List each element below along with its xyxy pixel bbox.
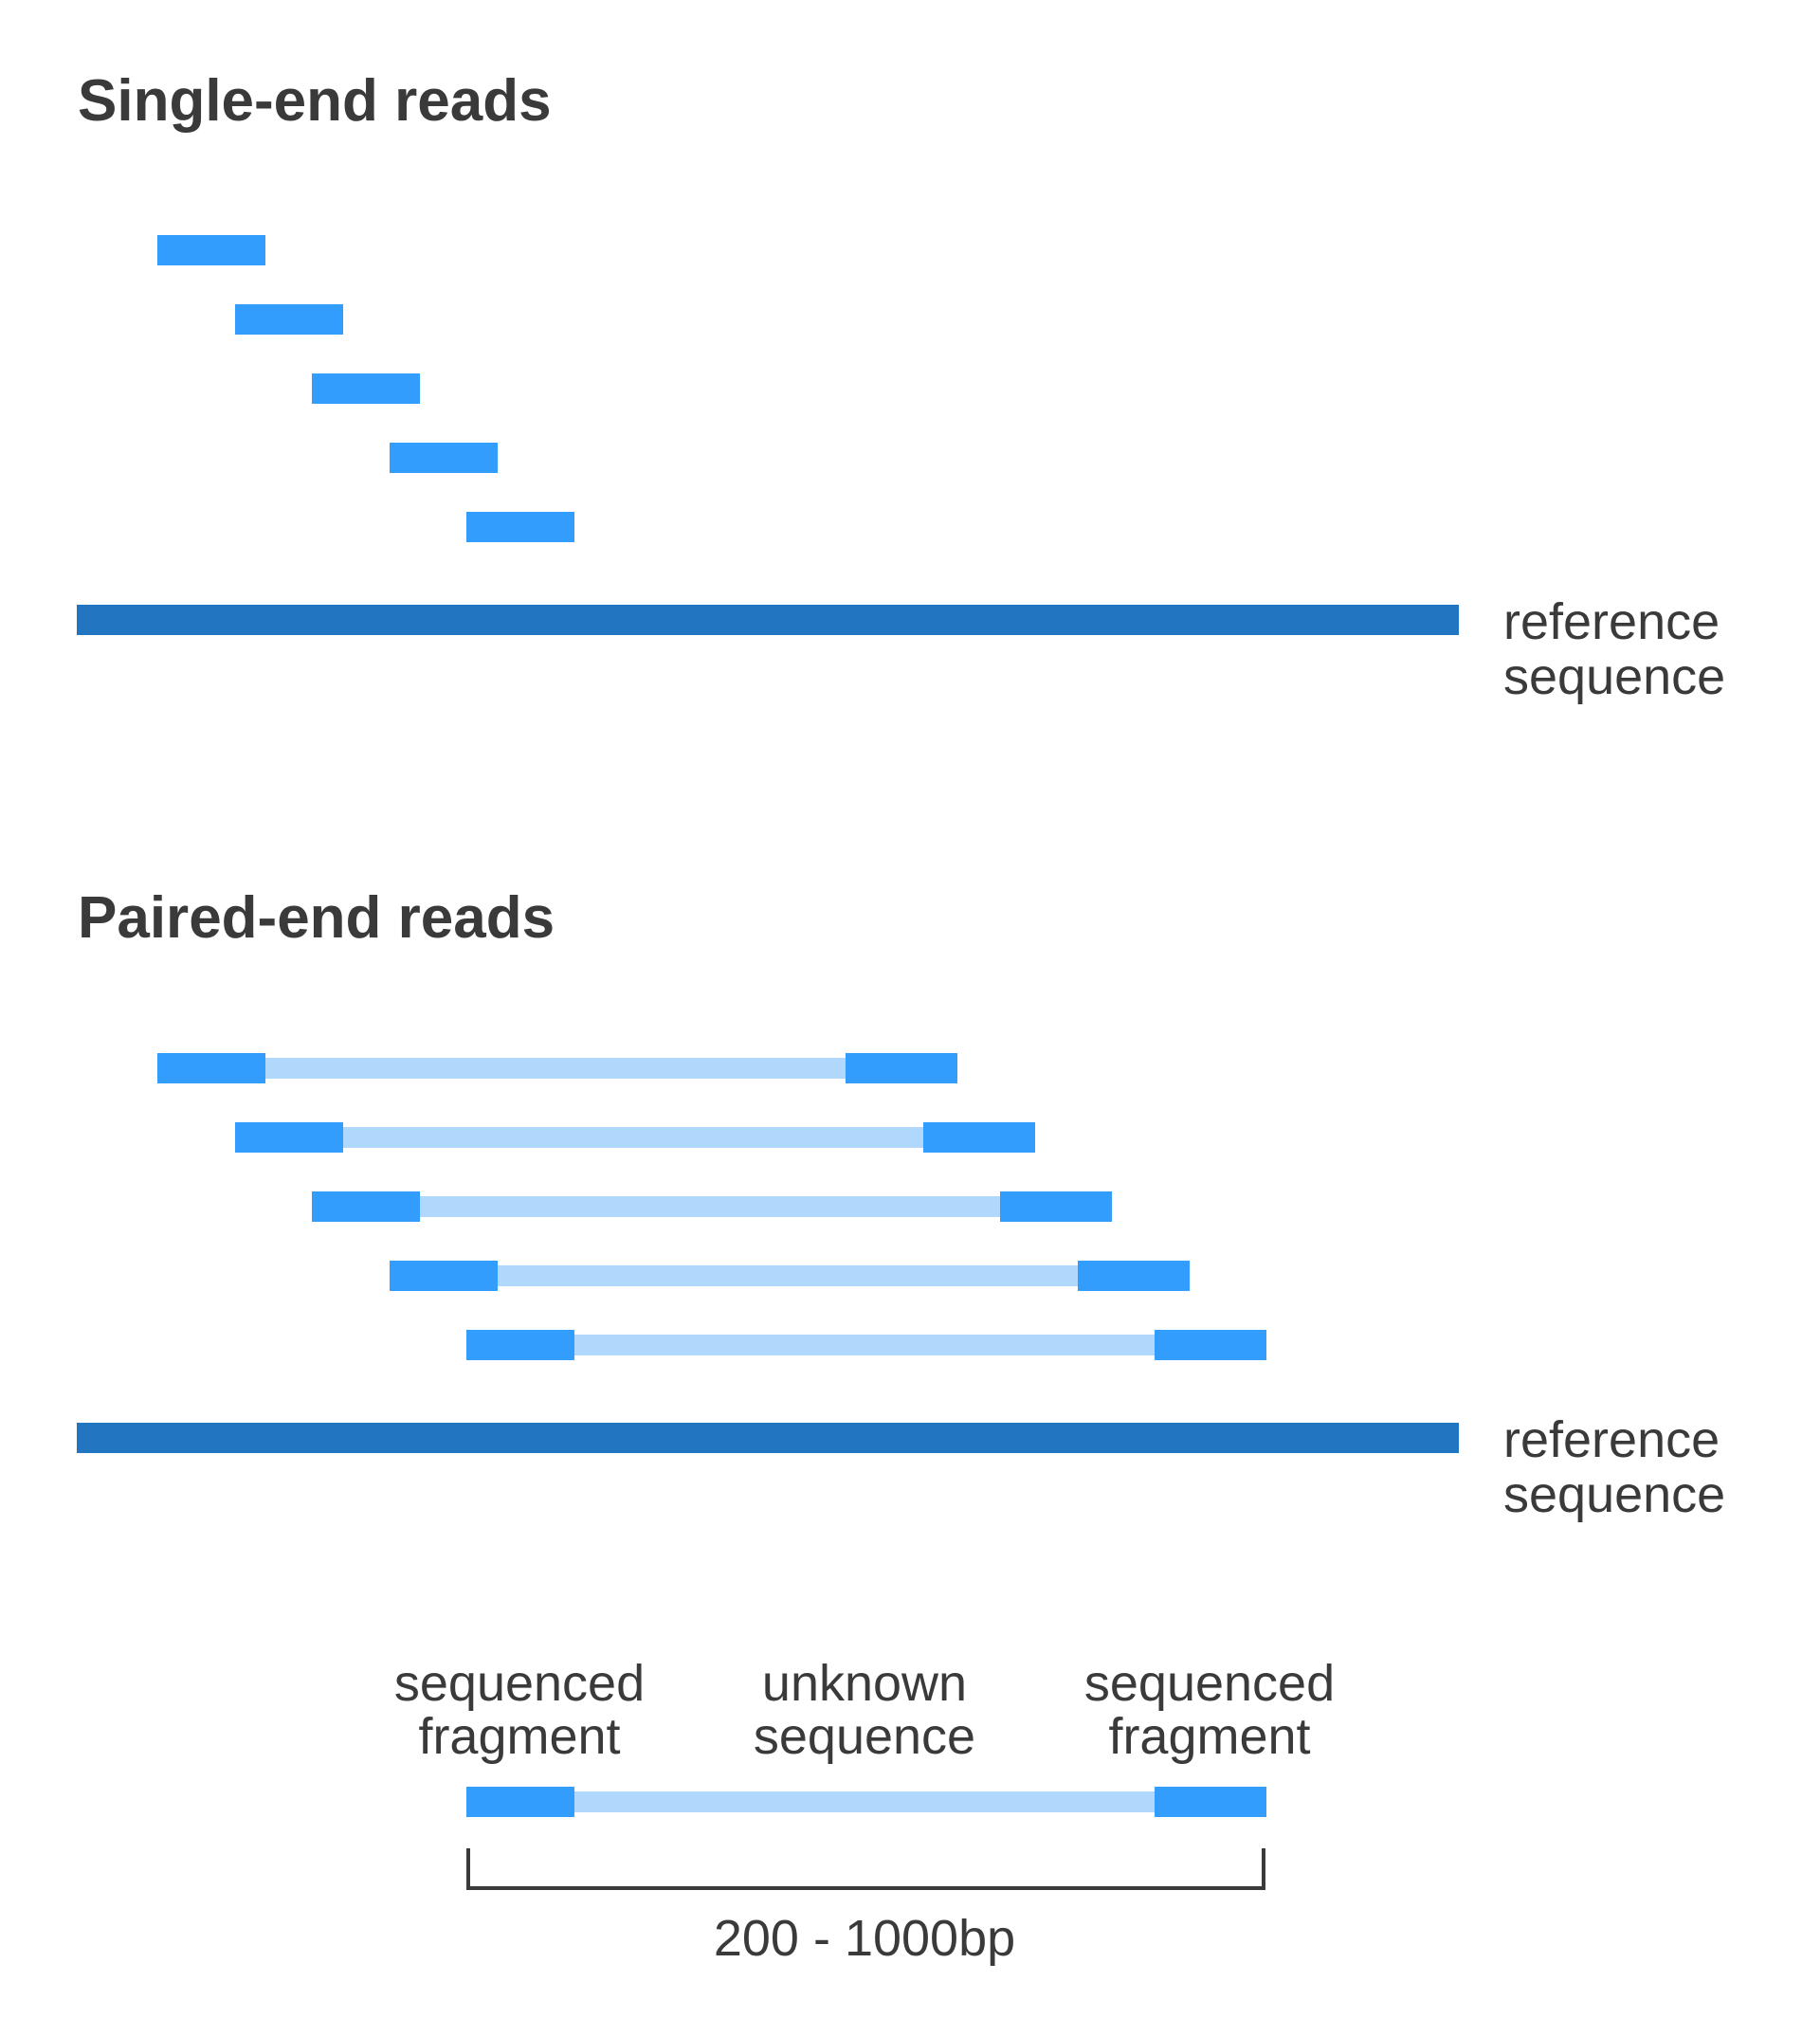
paired-gap-4: [498, 1265, 1078, 1286]
paired-read-5-right: [1155, 1330, 1266, 1360]
paired-read-3-left: [312, 1191, 420, 1222]
paired-read-2-right: [923, 1122, 1035, 1153]
paired-read-4-left: [390, 1261, 498, 1291]
single-reference-label: reference sequence: [1503, 594, 1725, 704]
paired-read-4-right: [1078, 1261, 1190, 1291]
paired-reference-label-line1: reference: [1503, 1411, 1720, 1468]
legend-sequenced-fragment-left: [466, 1787, 574, 1817]
legend-sequenced-fragment-right: [1155, 1787, 1266, 1817]
middle-caption-line2: sequence: [753, 1708, 976, 1765]
single-read-2: [235, 304, 343, 335]
right-caption-line2: fragment: [1108, 1708, 1311, 1765]
left-caption: sequenced fragment: [330, 1657, 709, 1763]
paired-read-5-left: [466, 1330, 574, 1360]
single-reference-label-line2: sequence: [1503, 648, 1726, 705]
paired-read-1-right: [846, 1053, 957, 1083]
single-reference-sequence-bar: [77, 605, 1459, 635]
single-reference-label-line1: reference: [1503, 593, 1720, 650]
legend-unknown-sequence: [574, 1791, 1155, 1812]
left-caption-line1: sequenced: [393, 1655, 646, 1712]
middle-caption: unknown sequence: [675, 1657, 1054, 1763]
paired-gap-2: [343, 1127, 923, 1148]
paired-end-title: Paired-end reads: [78, 885, 555, 951]
fragment-size-range: 200 - 1000bp: [713, 1910, 1016, 1967]
bracket-base: [466, 1886, 1265, 1890]
paired-reference-label-line2: sequence: [1503, 1466, 1726, 1523]
paired-reference-sequence-bar: [77, 1423, 1459, 1453]
left-caption-line2: fragment: [418, 1708, 621, 1765]
paired-gap-5: [574, 1335, 1155, 1355]
bracket-right-tick: [1262, 1848, 1265, 1890]
single-read-5: [466, 512, 574, 542]
paired-gap-1: [265, 1058, 846, 1079]
single-read-3: [312, 373, 420, 404]
single-end-title: Single-end reads: [78, 68, 552, 134]
paired-read-3-right: [1000, 1191, 1112, 1222]
middle-caption-line1: unknown: [761, 1655, 968, 1712]
paired-gap-3: [420, 1196, 1000, 1217]
right-caption-line1: sequenced: [1083, 1655, 1336, 1712]
bracket-left-tick: [466, 1848, 470, 1890]
single-read-1: [157, 235, 265, 265]
paired-reference-label: reference sequence: [1503, 1412, 1725, 1522]
right-caption: sequenced fragment: [1020, 1657, 1399, 1763]
single-read-4: [390, 443, 498, 473]
paired-read-2-left: [235, 1122, 343, 1153]
paired-read-1-left: [157, 1053, 265, 1083]
